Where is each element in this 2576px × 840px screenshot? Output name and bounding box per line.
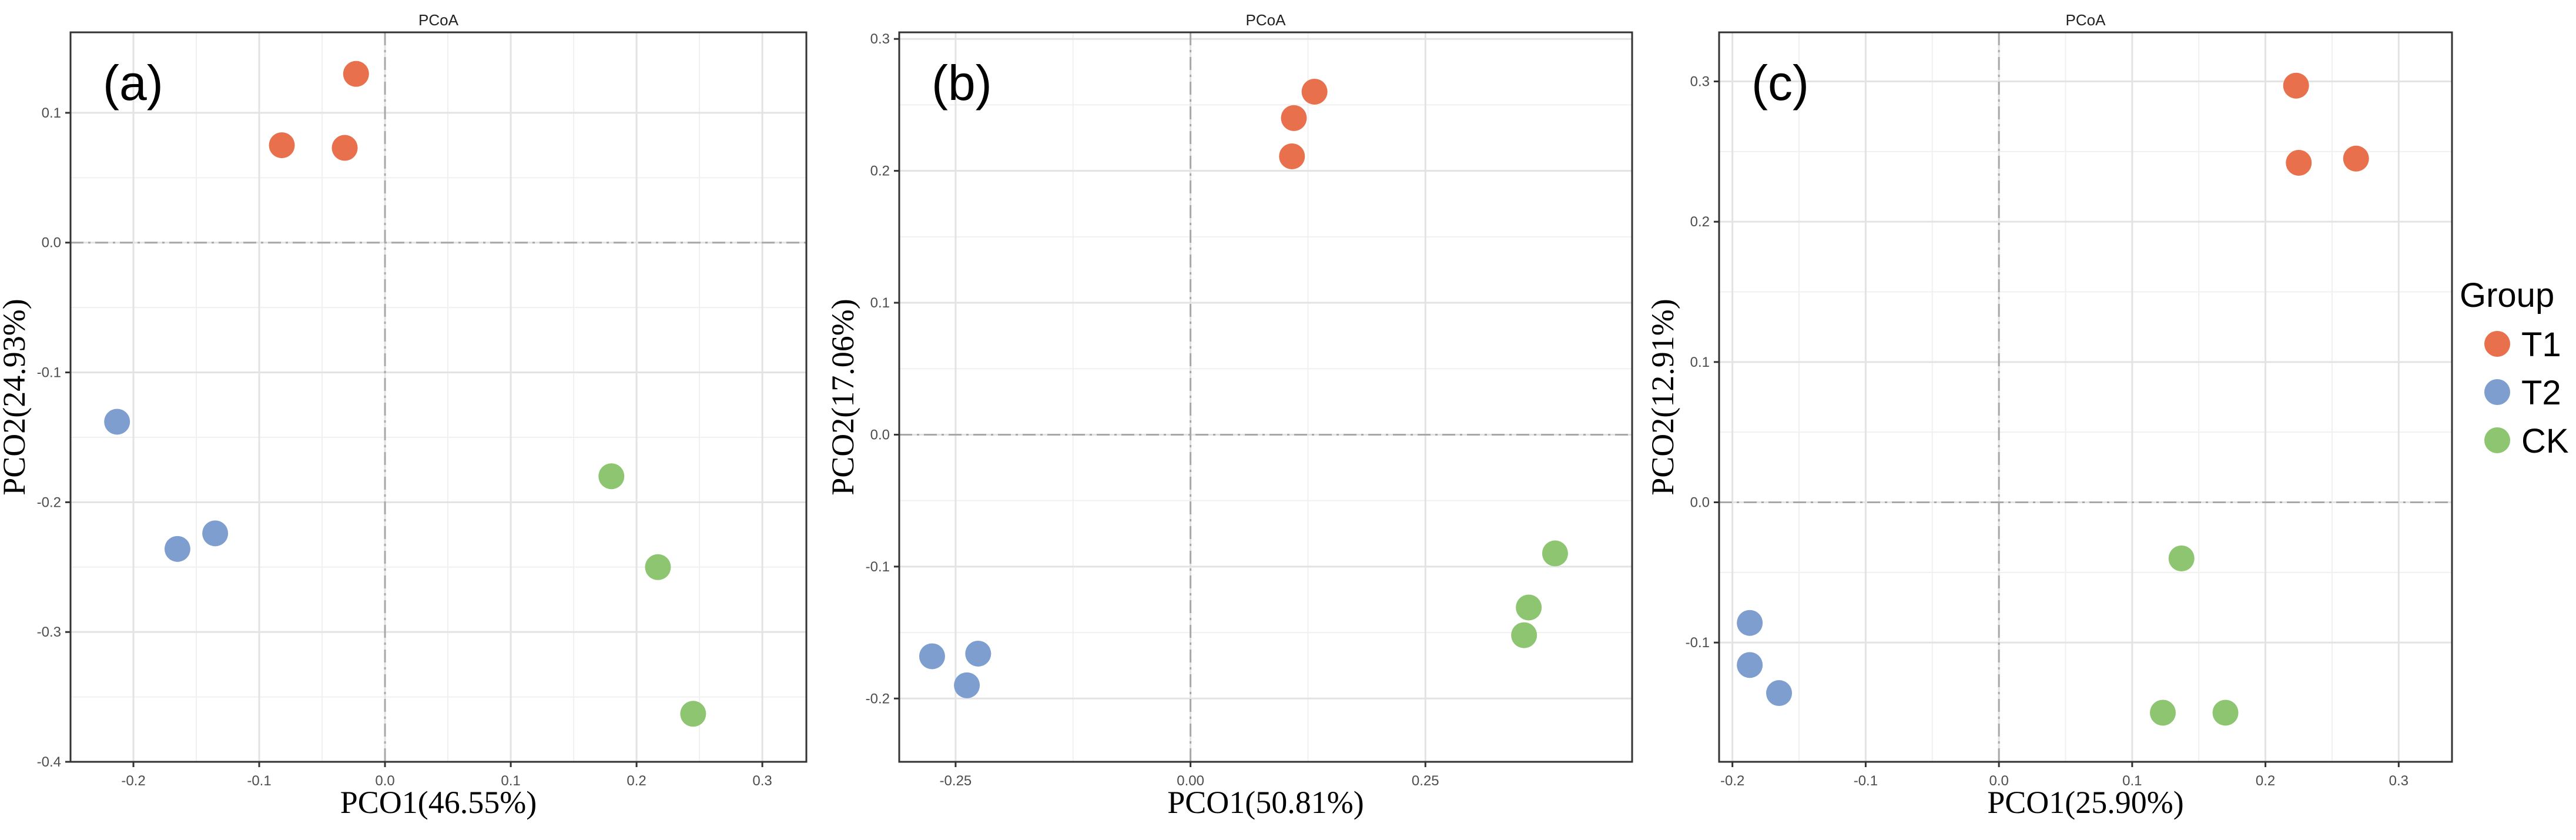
- x-axis-label: PCO1(50.81%): [1167, 785, 1364, 820]
- data-point-t2: [202, 520, 229, 547]
- data-point-t1: [343, 61, 369, 87]
- panel-label: (a): [103, 55, 163, 111]
- y-tick-label: 0.0: [1690, 494, 1710, 510]
- plot-border: [1718, 31, 2453, 763]
- plot-background: [71, 32, 806, 762]
- data-point-t1: [269, 132, 295, 159]
- y-tick-label: -0.2: [37, 494, 61, 510]
- chart-title: PCoA: [1246, 11, 1287, 29]
- data-point-ck: [1516, 594, 1542, 621]
- data-point-ck: [645, 554, 671, 580]
- chart-title: PCoA: [418, 11, 459, 29]
- legend-label: CK: [2521, 422, 2569, 460]
- y-tick-label: 0.3: [1690, 74, 1710, 90]
- data-point-ck: [2168, 545, 2195, 571]
- data-point-t1: [2283, 72, 2309, 99]
- legend-label: T2: [2521, 374, 2561, 412]
- y-tick-label: -0.1: [37, 365, 61, 381]
- plot-background: [899, 32, 1632, 762]
- legend-title: Group: [2460, 276, 2554, 314]
- x-tick-label: 0.2: [627, 773, 646, 789]
- x-tick-label: -0.1: [1854, 773, 1878, 789]
- x-axis-label: PCO1(46.55%): [340, 785, 537, 820]
- plot-border: [69, 31, 808, 763]
- x-tick-label: 0.1: [2122, 773, 2142, 789]
- legend: Group T1 T2 CK: [2460, 276, 2569, 460]
- data-point-t2: [1766, 680, 1793, 707]
- pcoa-panel-3: -0.2 -0.1 0.0 0.1 0.2 0.3 -0.1 0.0 0.1 0.2 0.3 PCoA…: [1645, 11, 2453, 820]
- y-axis-label: PCO2(12.91%): [1645, 299, 1680, 496]
- x-tick-label: 0.0: [375, 773, 394, 789]
- data-point-t2: [1737, 610, 1763, 636]
- y-tick-label: 0.1: [1690, 354, 1710, 370]
- data-point-t2: [965, 640, 991, 667]
- plot-background: [1719, 32, 2452, 762]
- data-point-t2: [919, 643, 945, 670]
- panel-label: (b): [932, 55, 992, 111]
- legend-key-t1: [2484, 331, 2510, 357]
- plot-border: [898, 31, 1633, 763]
- data-point-t1: [2286, 149, 2312, 176]
- y-tick-label: 0.2: [1690, 214, 1710, 230]
- chart-title: PCoA: [2066, 11, 2106, 29]
- x-tick-label: -0.25: [940, 773, 972, 789]
- y-tick-label: -0.4: [37, 754, 61, 770]
- pcoa-panel-1: -0.2 -0.1 0.0 0.1 0.2 0.3 -0.4 -0.3 -0.2 -0.1 0.0 0…: [0, 11, 808, 820]
- pcoa-panel-2: -0.25 0.00 0.25 -0.2 -0.1 0.0 0.1 0.2 0.3 PCoA (b)…: [825, 11, 1633, 820]
- x-tick-label: 0.2: [2256, 773, 2275, 789]
- data-point-ck: [2212, 700, 2239, 726]
- legend-label: T1: [2521, 326, 2561, 364]
- x-tick-label: 0.00: [1177, 773, 1204, 789]
- x-tick-label: 0.3: [2389, 773, 2408, 789]
- data-point-ck: [2150, 700, 2176, 726]
- y-tick-label: 0.0: [870, 427, 890, 443]
- data-point-t1: [1301, 78, 1328, 105]
- y-axis-label: PCO2(24.93%): [0, 299, 32, 496]
- y-tick-label: 0.2: [870, 163, 890, 179]
- data-point-t2: [954, 672, 980, 698]
- panel-label: (c): [1751, 55, 1809, 111]
- legend-key-ck: [2484, 427, 2510, 453]
- legend-key-t2: [2484, 379, 2510, 405]
- data-point-t1: [331, 135, 358, 161]
- y-tick-label: 0.1: [42, 105, 61, 121]
- data-point-t2: [1737, 652, 1763, 678]
- data-point-ck: [1542, 540, 1568, 567]
- y-tick-label: -0.2: [866, 691, 890, 707]
- x-tick-label: 0.1: [501, 773, 520, 789]
- data-point-t2: [164, 536, 190, 562]
- x-tick-label: 0.3: [752, 773, 772, 789]
- y-tick-label: 0.1: [870, 295, 890, 311]
- y-axis-label: PCO2(17.06%): [825, 299, 860, 496]
- x-axis-label: PCO1(25.90%): [1987, 785, 2184, 820]
- y-tick-label: 0.0: [42, 235, 61, 251]
- data-point-t1: [2343, 145, 2369, 172]
- y-tick-label: -0.3: [37, 624, 61, 640]
- x-tick-label: -0.2: [121, 773, 145, 789]
- data-point-t2: [104, 409, 130, 435]
- x-tick-label: 0.0: [1989, 773, 2008, 789]
- x-tick-label: -0.1: [247, 773, 271, 789]
- data-point-ck: [680, 701, 706, 727]
- y-tick-label: -0.1: [866, 559, 890, 575]
- data-point-t1: [1279, 143, 1305, 169]
- y-tick-label: 0.3: [870, 31, 890, 47]
- x-tick-label: -0.2: [1720, 773, 1744, 789]
- data-point-ck: [1511, 622, 1537, 648]
- y-tick-label: -0.1: [1686, 635, 1710, 651]
- data-point-t1: [1281, 105, 1307, 131]
- data-point-ck: [598, 463, 625, 490]
- x-tick-label: 0.25: [1412, 773, 1439, 789]
